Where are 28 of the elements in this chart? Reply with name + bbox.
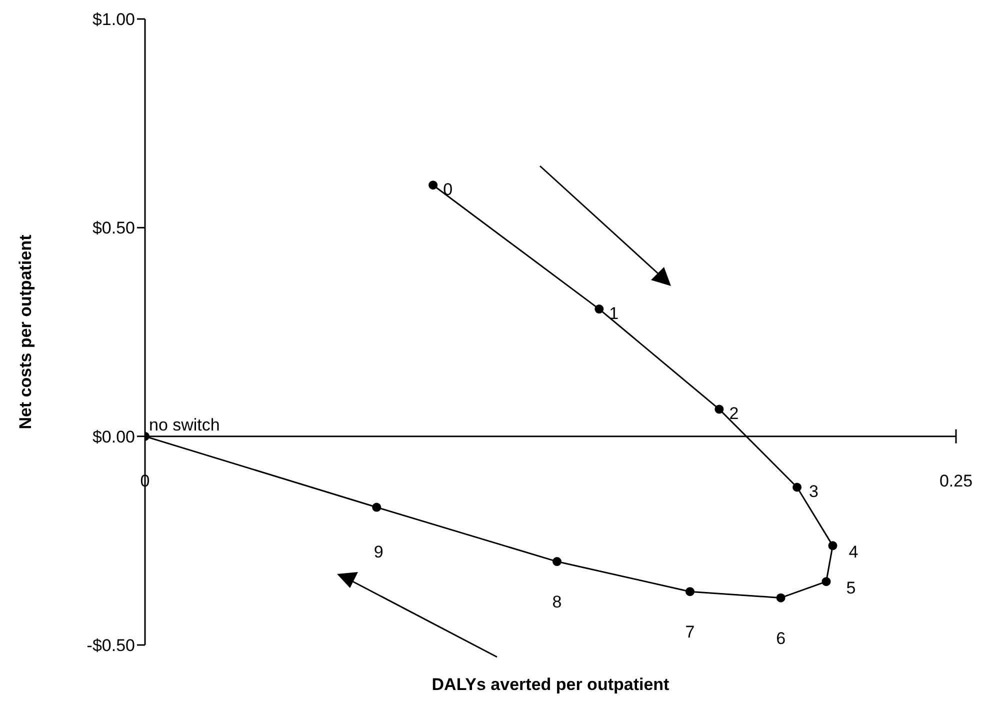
annotation: 9: [374, 542, 384, 562]
annotation: 8: [552, 592, 562, 612]
annotation: 3: [809, 482, 819, 502]
y-axis-title: Net costs per outpatient: [16, 234, 36, 430]
y-tick-label: $0.50: [92, 218, 135, 238]
annotation: 5: [846, 578, 856, 598]
point: [552, 557, 562, 566]
annotation: 2: [729, 404, 739, 424]
annotation: no switch: [149, 415, 220, 434]
x-tick-label: 0.25: [939, 471, 973, 490]
annotation: 4: [848, 542, 858, 562]
point: [372, 502, 382, 512]
point: [822, 577, 831, 586]
point: [594, 304, 604, 314]
point: [776, 593, 786, 602]
point: [685, 587, 694, 596]
point: [792, 482, 802, 492]
point: [714, 404, 724, 414]
x-axis-title: DALYs averted per outpatient: [432, 675, 670, 694]
annotation: 1: [609, 304, 619, 324]
annotation: 6: [776, 628, 786, 648]
point: [428, 180, 438, 190]
y-tick-label: $0.00: [92, 427, 135, 446]
annotation: 7: [685, 622, 695, 642]
y-tick-label: $1.00: [92, 10, 135, 30]
y-tick-label: -$0.50: [86, 636, 135, 656]
annotation: 0: [443, 180, 453, 200]
point: [828, 541, 838, 550]
